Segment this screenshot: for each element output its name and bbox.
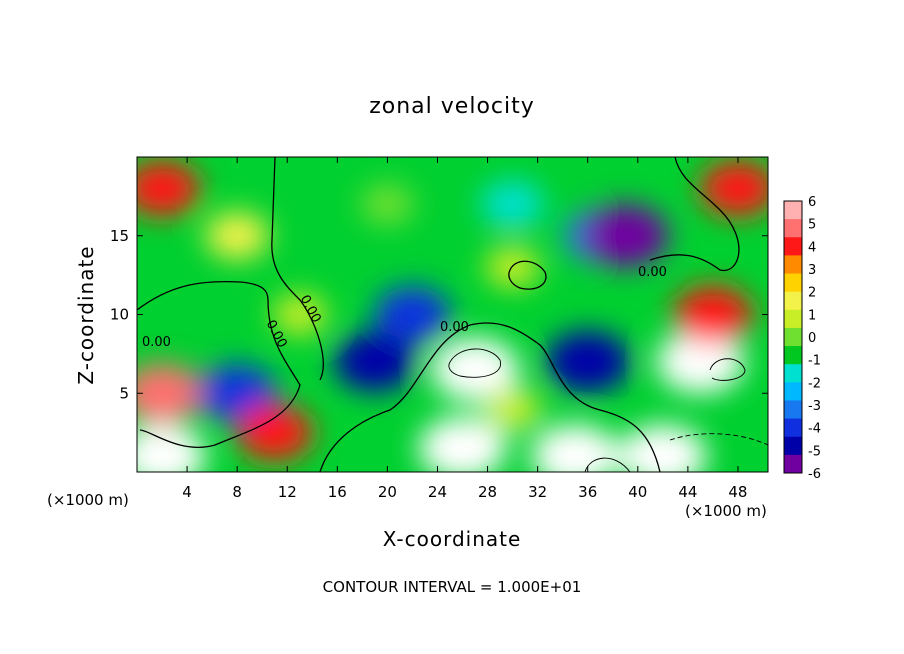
colorbar-tick-label: 3	[808, 263, 816, 278]
field-blob	[236, 404, 313, 461]
x-tick-label: 36	[578, 483, 597, 501]
y-axis-label: Z-coordinate	[74, 245, 98, 384]
colorbar-swatch	[784, 346, 802, 365]
colorbar-swatch	[784, 454, 802, 474]
x-axis-label: X-coordinate	[383, 527, 522, 551]
contour-line	[137, 280, 301, 448]
colorbar-tick-label: 1	[808, 308, 816, 323]
field-blob	[137, 160, 201, 217]
x-tick-label: 8	[232, 483, 242, 501]
field-blob	[360, 183, 415, 225]
plot-area: 0.00 0.00 0.00 0.00 0.00	[136, 156, 769, 473]
field-blob	[137, 363, 204, 424]
field-blob	[205, 211, 270, 260]
field-blob	[673, 285, 753, 344]
y-tick-label: 10	[110, 306, 129, 324]
colorbar-tick-label: -4	[808, 422, 821, 437]
field-blob	[699, 160, 768, 217]
x-axis-ticks: 4 8 12 16 20 24 28 32 36 40 44 48	[182, 157, 747, 501]
x-tick-label: 20	[378, 483, 397, 501]
contour-label: 0.00	[142, 335, 171, 350]
colorbar-tick-label: 6	[808, 195, 816, 210]
colorbar-swatch	[784, 418, 802, 438]
field-blob	[431, 337, 520, 402]
y-tick-label: 15	[110, 227, 129, 245]
x-tick-label: 32	[528, 483, 547, 501]
colorbar-swatch	[784, 273, 802, 293]
colorbar-swatch	[784, 201, 802, 220]
x-tick-label: 12	[278, 483, 297, 501]
contour-line	[669, 433, 768, 446]
colorbar-swatch	[784, 436, 802, 456]
x-tick-label: 4	[182, 483, 192, 501]
field-blob	[618, 424, 707, 472]
colorbar: 6 5 4 3 2 1 0 -1 -2 -3 -4 -5 -6	[783, 195, 821, 482]
contour-line	[448, 348, 501, 378]
y-axis-ticks: 5 10 15	[110, 227, 768, 402]
colorbar-tick-label: -2	[808, 376, 821, 391]
colorbar-tick-label: 2	[808, 286, 816, 301]
colorbar-swatch	[784, 219, 802, 238]
colorbar-tick-label: -6	[808, 467, 821, 482]
contour-interval-note: CONTOUR INTERVAL = 1.000E+01	[323, 578, 582, 596]
colorbar-swatch	[784, 291, 802, 311]
field-blob	[480, 180, 545, 229]
colorbar-swatch	[784, 364, 802, 383]
x-unit-right: (×1000 m)	[685, 502, 767, 520]
contour-label: 0.00	[440, 320, 469, 335]
colorbar-swatch	[784, 237, 802, 256]
x-tick-label: 44	[678, 483, 697, 501]
x-tick-label: 40	[628, 483, 647, 501]
field-blob	[656, 329, 745, 394]
x-tick-label: 28	[478, 483, 497, 501]
colorbar-tick-label: 5	[808, 218, 816, 233]
field-blob	[545, 330, 631, 393]
contour-line	[649, 157, 740, 271]
field-blob	[374, 286, 451, 343]
field-blob	[531, 424, 620, 472]
colorbar-tick-label: 4	[808, 240, 816, 255]
colorbar-swatch	[784, 255, 802, 275]
colorbar-tick-label: -1	[808, 354, 821, 369]
x-unit-left: (×1000 m)	[47, 491, 129, 509]
field-blob	[333, 331, 416, 392]
colorbar-swatch	[784, 309, 802, 329]
contour-label: 0.00	[638, 265, 667, 280]
contour-line	[319, 322, 661, 472]
field-blob	[483, 387, 542, 431]
contour-line	[584, 457, 631, 472]
contour-line	[271, 157, 324, 381]
colorbar-tick-label: 0	[808, 331, 816, 346]
colorbar-swatch	[784, 400, 802, 420]
contour-line	[508, 260, 547, 290]
x-tick-label: 16	[328, 483, 347, 501]
zero-contours	[137, 157, 768, 472]
field-blob	[581, 204, 669, 268]
field-blob	[197, 364, 277, 423]
y-tick-label: 5	[119, 384, 129, 402]
field-blob	[485, 246, 541, 289]
x-tick-label: 24	[428, 483, 447, 501]
x-tick-label: 48	[728, 483, 747, 501]
colorbar-swatch	[784, 327, 802, 347]
contour-line	[709, 358, 746, 381]
colorbar-frame	[783, 200, 803, 474]
field-blob	[137, 424, 207, 472]
colorbar-tick-label: -5	[808, 444, 821, 459]
field-blob	[418, 416, 507, 472]
chart-title: zonal velocity	[369, 94, 535, 119]
colorbar-tick-label: -3	[808, 399, 821, 414]
colorbar-swatch	[784, 382, 802, 401]
